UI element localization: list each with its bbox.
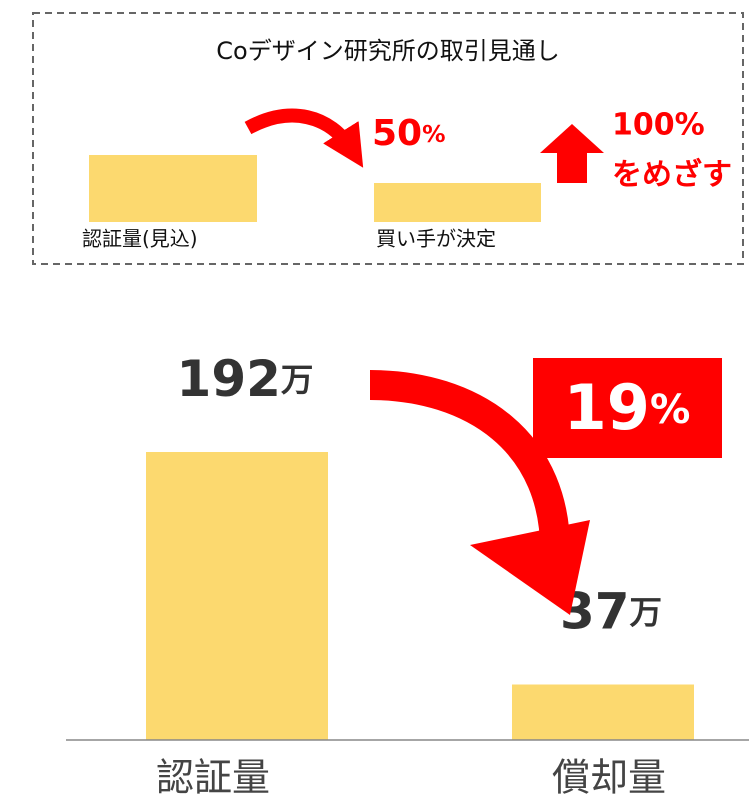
goal-text: をめざす	[612, 158, 732, 193]
value-label: 37万	[560, 582, 662, 640]
big-arrow	[369, 370, 571, 561]
inset-title: Coデザイン研究所の取引見通し	[216, 37, 559, 65]
x-tick-label: 償却量	[552, 756, 666, 800]
inset-bar-label: 認証量(見込)	[82, 227, 198, 251]
inset-annotation: 50%	[372, 113, 446, 154]
chart-annotation: 19%	[564, 371, 691, 444]
annotation-box	[533, 358, 722, 458]
inset-frame	[32, 12, 744, 265]
bar	[146, 452, 328, 740]
curved-arrow	[244, 108, 364, 168]
bar	[512, 684, 694, 740]
big-arrow-head	[470, 520, 590, 615]
up-arrow	[540, 124, 604, 183]
inset-bar	[89, 155, 257, 222]
inset-bar-label: 買い手が決定	[376, 227, 496, 251]
goal-text: 100%	[612, 108, 705, 143]
x-tick-label: 認証量	[156, 756, 270, 800]
inset-bar	[374, 183, 541, 222]
value-label: 192万	[177, 350, 314, 408]
